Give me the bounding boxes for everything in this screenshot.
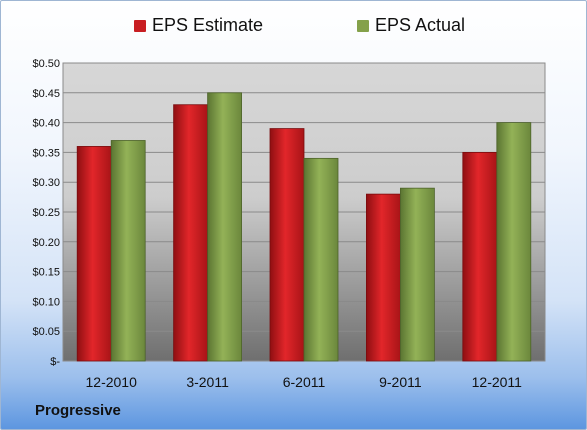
y-tick-label: $0.40 — [32, 118, 60, 130]
x-tick-label: 9-2011 — [379, 374, 422, 390]
x-tick-label: 3-2011 — [186, 374, 229, 390]
bar-eps-estimate — [173, 104, 209, 362]
legend: EPS Estimate EPS Actual — [1, 15, 586, 41]
legend-item-actual: EPS Actual — [357, 15, 465, 36]
y-tick-label: $0.20 — [32, 237, 60, 249]
bar-eps-estimate — [365, 193, 401, 362]
x-axis-ticks: 12-2010 3-2011 6-2011 9-2011 12-2011 — [86, 374, 523, 390]
y-tick-label: $0.05 — [32, 326, 60, 338]
bars — [76, 92, 532, 362]
bar-eps-actual — [303, 157, 339, 362]
y-axis-ticks: $- $0.05 $0.10 $0.15 $0.20 $0.25 $0.30 $0.35 $0.… — [32, 58, 60, 368]
bar-eps-actual — [207, 92, 243, 362]
legend-swatch-actual — [357, 19, 369, 32]
y-tick-label: $0.25 — [32, 207, 60, 219]
bar-eps-actual — [399, 187, 435, 362]
x-tick-label: 12-2010 — [86, 374, 138, 390]
legend-item-estimate: EPS Estimate — [134, 15, 263, 36]
bar-eps-estimate — [462, 151, 498, 362]
bar-eps-actual — [496, 122, 532, 362]
y-tick-label: $0.50 — [32, 58, 60, 70]
bar-eps-estimate — [76, 146, 112, 362]
company-name: Progressive — [35, 402, 121, 419]
bar-eps-actual — [110, 140, 146, 362]
x-tick-label: 12-2011 — [472, 374, 523, 390]
x-tick-label: 6-2011 — [283, 374, 326, 390]
bar-eps-estimate — [269, 128, 305, 362]
legend-swatch-estimate — [134, 19, 146, 32]
y-tick-label: $0.10 — [32, 296, 60, 308]
y-tick-label: $0.35 — [32, 147, 60, 159]
legend-label-actual: EPS Actual — [375, 15, 466, 35]
y-tick-label: $0.45 — [32, 88, 60, 100]
legend-label-estimate: EPS Estimate — [152, 15, 264, 35]
y-tick-label: $0.30 — [32, 177, 60, 189]
y-tick-label: $- — [50, 356, 60, 368]
y-tick-label: $0.15 — [32, 267, 60, 279]
